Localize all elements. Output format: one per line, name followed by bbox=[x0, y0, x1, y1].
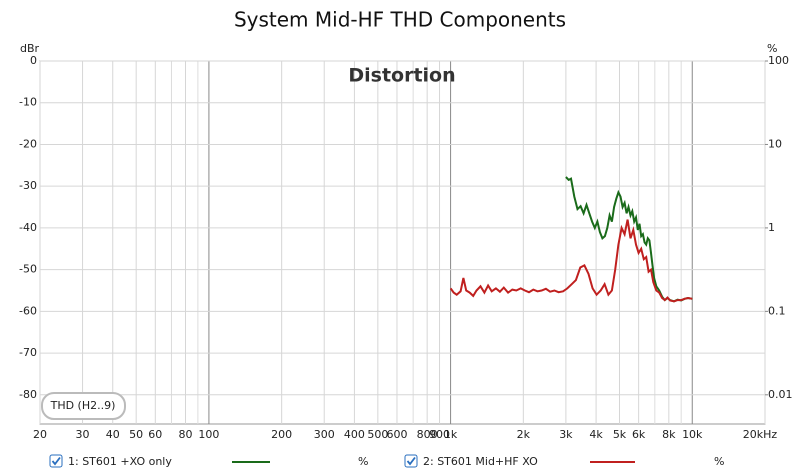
x-tick-label: 800 bbox=[417, 428, 438, 441]
x-tick-label: 6k bbox=[632, 428, 646, 441]
x-tick-label: 40 bbox=[106, 428, 120, 441]
y2-tick-label: 0.01 bbox=[768, 388, 793, 401]
y-tick-label: -80 bbox=[19, 388, 37, 401]
x-tick-label: 10k bbox=[682, 428, 703, 441]
x-tick-label: 5k bbox=[613, 428, 627, 441]
x-tick-label: 600 bbox=[386, 428, 407, 441]
y-tick-label: -30 bbox=[19, 179, 37, 192]
y2-tick-label: 100 bbox=[768, 54, 789, 67]
y2-tick-label: 10 bbox=[768, 137, 782, 150]
y-tick-label: -10 bbox=[19, 96, 37, 109]
x-tick-label: 4k bbox=[589, 428, 603, 441]
annotation: Distortion bbox=[348, 65, 455, 87]
legend-unit: % bbox=[358, 455, 368, 468]
legend-checkbox[interactable] bbox=[49, 454, 63, 468]
y-tick-label: -50 bbox=[19, 263, 37, 276]
thd-button[interactable] bbox=[41, 392, 126, 420]
y-tick-label: -20 bbox=[19, 137, 37, 150]
y2-axis-label: % bbox=[767, 42, 777, 55]
x-tick-label: 900 bbox=[429, 428, 450, 441]
x-tick-label: 80 bbox=[178, 428, 192, 441]
y-tick-label: -70 bbox=[19, 346, 37, 359]
y-tick-label: 0 bbox=[30, 54, 37, 67]
x-tick-label: 60 bbox=[148, 428, 162, 441]
chart-title: System Mid-HF THD Components bbox=[234, 8, 566, 32]
x-tick-label: 200 bbox=[271, 428, 292, 441]
y-axis-label: dBr bbox=[20, 42, 40, 55]
x-tick-label: 2k bbox=[517, 428, 531, 441]
plot-area bbox=[39, 60, 766, 425]
x-tick-label: 1k bbox=[444, 428, 458, 441]
x-tick-label: 400 bbox=[344, 428, 365, 441]
x-tick-label: 30 bbox=[76, 428, 90, 441]
y2-tick-label: 0.1 bbox=[768, 304, 786, 317]
x-tick-label: 3k bbox=[559, 428, 573, 441]
series-line bbox=[449, 219, 693, 303]
legend-checkbox[interactable] bbox=[404, 454, 418, 468]
legend-unit: % bbox=[714, 455, 724, 468]
y-tick-label: -40 bbox=[19, 221, 37, 234]
legend-label: 2: ST601 Mid+HF XO bbox=[423, 455, 538, 468]
legend-label: 1: ST601 +XO only bbox=[68, 455, 172, 468]
x-tick-label: 500 bbox=[367, 428, 388, 441]
x-tick-label: 100 bbox=[198, 428, 219, 441]
x-tick-label: 300 bbox=[314, 428, 335, 441]
x-tick-label: 50 bbox=[129, 428, 143, 441]
y2-tick-label: 1 bbox=[768, 221, 775, 234]
legend-checkmark[interactable] bbox=[406, 456, 416, 466]
thd-button-label[interactable]: THD (H2..9) bbox=[50, 399, 116, 412]
x-tick-label: 8k bbox=[662, 428, 676, 441]
x-tick-label: 20 bbox=[33, 428, 47, 441]
x-tick-label: 20kHz bbox=[743, 428, 778, 441]
legend-checkmark[interactable] bbox=[51, 456, 61, 466]
y-tick-label: -60 bbox=[19, 304, 37, 317]
